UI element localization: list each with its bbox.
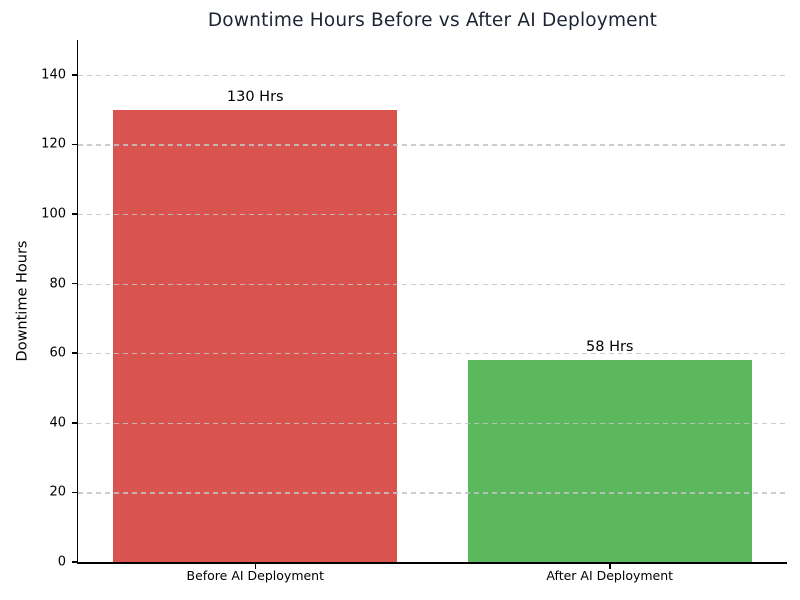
y-tick-labels: 0 20 40 60 80 100 120 140 xyxy=(0,40,66,569)
y-tick-mark xyxy=(71,74,77,76)
y-tick-label: 80 xyxy=(49,276,66,292)
y-tick-label: 60 xyxy=(49,345,66,361)
y-tick-label: 0 xyxy=(57,554,66,570)
y-tick-mark xyxy=(71,422,77,424)
bar-after-ai-deployment xyxy=(467,360,752,562)
chart-title: Downtime Hours Before vs After AI Deploy… xyxy=(207,10,658,31)
y-tick-label: 120 xyxy=(41,136,66,152)
y-tick-label: 40 xyxy=(49,415,66,431)
y-tick-mark xyxy=(71,561,77,563)
y-tick-mark xyxy=(71,143,77,146)
y-tick-mark xyxy=(71,282,77,285)
y-tick-mark xyxy=(71,352,77,354)
bar-value-label: 58 Hrs xyxy=(586,339,634,356)
plot-area: 130 Hrs 58 Hrs xyxy=(71,40,787,569)
gridline xyxy=(78,74,787,76)
gridline xyxy=(78,422,787,424)
y-tick-label: 20 xyxy=(49,484,66,500)
bar-value-label: 130 Hrs xyxy=(226,88,284,105)
gridline xyxy=(78,353,787,355)
gridline xyxy=(78,144,787,146)
x-tick-labels: Before AI Deployment After AI Deployment xyxy=(78,568,787,590)
x-tick-mark xyxy=(609,564,611,569)
gridline xyxy=(78,214,787,216)
bar-before-ai-deployment xyxy=(113,109,398,562)
x-tick-mark xyxy=(254,564,256,569)
y-tick-label: 140 xyxy=(41,67,66,83)
gridline xyxy=(78,283,787,285)
gridline xyxy=(78,492,787,494)
x-axis-line xyxy=(76,562,787,564)
y-axis-line xyxy=(76,40,78,562)
y-tick-mark xyxy=(71,491,77,494)
x-tick-label-after-ai-deployment: After AI Deployment xyxy=(546,568,674,583)
y-tick-mark xyxy=(71,213,77,215)
x-tick-label-before-ai-deployment: Before AI Deployment xyxy=(186,568,325,583)
y-tick-label: 100 xyxy=(41,206,66,222)
